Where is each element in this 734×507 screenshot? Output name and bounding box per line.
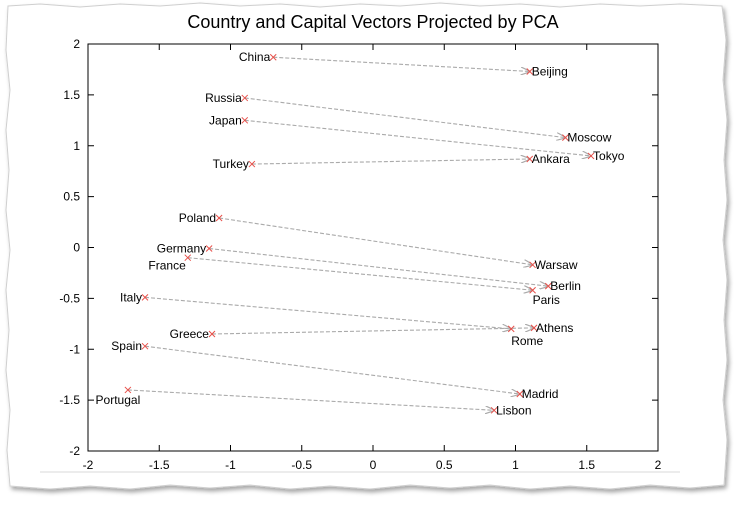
country-marker-italy bbox=[141, 294, 149, 301]
country-marker-portugal bbox=[124, 386, 132, 394]
country-label-portugal: Portugal bbox=[96, 393, 141, 407]
country-marker-china bbox=[269, 53, 277, 61]
x-tick-label: -1.5 bbox=[149, 458, 170, 472]
capital-label-beijing: Beijing bbox=[532, 64, 568, 78]
labels-layer: China Beijing Russia Moscow Japan Tokyo Turkey… bbox=[96, 50, 625, 417]
capital-marker-ankara bbox=[526, 155, 534, 163]
country-label-turkey: Turkey bbox=[213, 157, 249, 171]
country-marker-france bbox=[184, 254, 192, 262]
capital-label-athens: Athens bbox=[536, 321, 573, 335]
capital-label-madrid: Madrid bbox=[522, 387, 559, 401]
vector-arrow-germany bbox=[209, 247, 548, 287]
capital-marker-beijing bbox=[526, 68, 534, 75]
country-label-greece: Greece bbox=[170, 327, 210, 341]
capital-marker-rome bbox=[507, 325, 515, 333]
capital-marker-madrid bbox=[516, 390, 524, 398]
capital-marker-berlin bbox=[544, 282, 552, 290]
y-tick-label: -2 bbox=[69, 444, 80, 458]
plot-area bbox=[88, 44, 658, 451]
y-tick-label: -1.5 bbox=[59, 393, 80, 407]
y-tick-label: 1 bbox=[73, 139, 80, 153]
vector-arrow-china bbox=[273, 56, 530, 71]
vector-arrow-france bbox=[187, 257, 533, 291]
capital-marker-tokyo bbox=[587, 152, 595, 160]
capital-label-paris: Paris bbox=[533, 293, 560, 307]
capital-label-tokyo: Tokyo bbox=[593, 149, 625, 163]
capital-marker-moscow bbox=[562, 134, 569, 141]
y-tick-label: 0.5 bbox=[63, 190, 80, 204]
capital-marker-paris bbox=[529, 286, 536, 294]
country-marker-spain bbox=[141, 342, 149, 350]
vector-arrow-turkey bbox=[251, 159, 530, 165]
vector-arrow-italy bbox=[144, 296, 511, 329]
capital-label-berlin: Berlin bbox=[550, 279, 581, 293]
country-label-poland: Poland bbox=[179, 211, 216, 225]
country-marker-greece bbox=[208, 330, 216, 338]
x-tick-label: 2 bbox=[655, 458, 662, 472]
ticks-layer: -2 -1.5 -1 -0.5 0 0.5 1 1.5 2 2 1.5 1 0.5 0 -0.5 -1 -1.5… bbox=[59, 37, 661, 472]
x-tick-label: -0.5 bbox=[291, 458, 312, 472]
country-label-japan: Japan bbox=[209, 113, 242, 127]
chart-title: Country and Capital Vectors Projected by… bbox=[187, 12, 558, 32]
country-label-spain: Spain bbox=[111, 339, 142, 353]
vector-arrow-spain bbox=[144, 345, 520, 394]
country-marker-germany bbox=[205, 245, 213, 252]
x-tick-label: -2 bbox=[83, 458, 94, 472]
country-marker-russia bbox=[241, 94, 249, 102]
y-tick-label: -1 bbox=[69, 342, 80, 356]
y-tick-label: -0.5 bbox=[59, 291, 80, 305]
country-marker-japan bbox=[241, 116, 249, 124]
markers-layer bbox=[124, 53, 595, 414]
vector-arrow-portugal bbox=[127, 389, 494, 410]
capital-marker-warsaw bbox=[529, 261, 536, 269]
capital-label-ankara: Ankara bbox=[532, 152, 570, 166]
vector-arrow-japan bbox=[244, 119, 591, 156]
country-marker-poland bbox=[215, 214, 223, 222]
country-label-china: China bbox=[239, 50, 271, 64]
x-tick-label: -1 bbox=[225, 458, 236, 472]
capital-marker-athens bbox=[530, 324, 538, 332]
capital-label-rome: Rome bbox=[511, 334, 543, 348]
country-label-france: France bbox=[148, 259, 186, 273]
capital-label-warsaw: Warsaw bbox=[535, 258, 578, 272]
x-tick-label: 0 bbox=[370, 458, 377, 472]
y-tick-label: 2 bbox=[73, 37, 80, 51]
country-label-russia: Russia bbox=[205, 91, 242, 105]
x-tick-label: 0.5 bbox=[436, 458, 453, 472]
arrows-layer bbox=[127, 56, 591, 410]
capital-marker-lisbon bbox=[490, 406, 498, 414]
x-tick-label: 1.5 bbox=[578, 458, 595, 472]
capital-label-lisbon: Lisbon bbox=[496, 403, 531, 417]
country-marker-turkey bbox=[248, 160, 256, 168]
y-tick-label: 0 bbox=[73, 241, 80, 255]
vector-arrow-poland bbox=[219, 217, 532, 265]
x-tick-label: 1 bbox=[512, 458, 519, 472]
country-label-italy: Italy bbox=[120, 290, 142, 304]
y-tick-label: 1.5 bbox=[63, 88, 80, 102]
capital-label-moscow: Moscow bbox=[567, 131, 611, 145]
country-label-germany: Germany bbox=[157, 242, 206, 256]
